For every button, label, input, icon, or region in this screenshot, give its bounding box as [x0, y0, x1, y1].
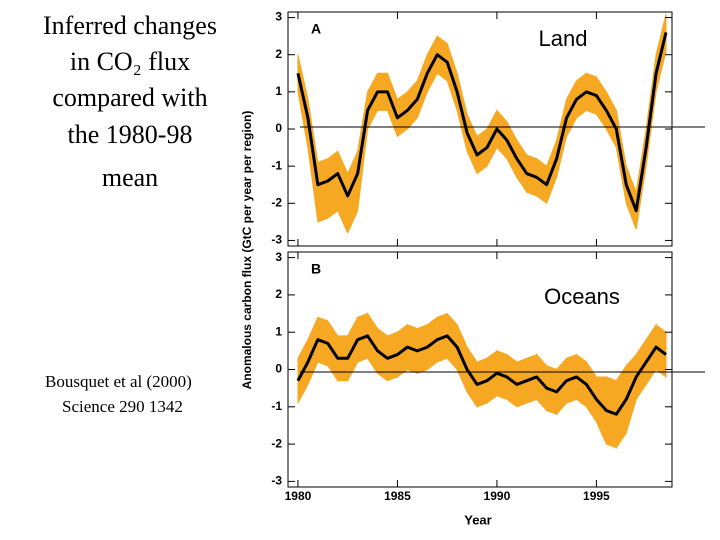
y-axis-label: Anomalous carbon flux (GtC per year per … — [240, 111, 254, 390]
y-tick-label: -3 — [271, 233, 282, 247]
x-tick-label: 1990 — [484, 489, 511, 503]
y-tick-label: 1 — [275, 84, 282, 98]
slide-title: Inferred changes in CO₂ flux compared with… — [43, 11, 217, 192]
y-tick-label: -1 — [271, 158, 282, 172]
y-tick-label: 2 — [275, 47, 282, 61]
citation-line: Science 290 1342 — [62, 397, 183, 416]
flux-line — [296, 334, 667, 416]
y-tick-label: -2 — [271, 195, 282, 209]
panel-title: Land — [539, 26, 588, 51]
y-tick-label: 3 — [275, 10, 282, 24]
x-tick-label: 1980 — [285, 489, 312, 503]
title-line: mean — [102, 163, 158, 192]
y-tick-label: 1 — [275, 324, 282, 338]
panel-label: A — [311, 21, 321, 37]
chart: -3 -2 -1 0 1 2 3 A Land Anomalous carbon flux (Gt… — [240, 10, 673, 527]
y-tick-label: -1 — [271, 399, 282, 413]
x-tick-label: 1995 — [583, 489, 610, 503]
title-line: compared with — [52, 83, 207, 112]
y-tick-label: -2 — [271, 436, 282, 450]
flux-line — [296, 32, 668, 213]
y-tick-label: 2 — [275, 287, 282, 301]
panel-title: Oceans — [544, 284, 620, 309]
y-tick-label: -3 — [271, 474, 282, 488]
y-tick-label: 0 — [275, 121, 282, 135]
citation-line: Bousquet et al (2000) — [45, 372, 192, 391]
y-tick-label: 3 — [275, 250, 282, 264]
citation: Bousquet et al (2000) Science 290 1342 — [45, 372, 192, 416]
title-line: in CO₂ flux — [70, 47, 190, 76]
uncertainty-band — [327, 150, 339, 220]
x-tick-label: 1985 — [384, 489, 411, 503]
uncertainty-band — [317, 157, 329, 223]
title-line: Inferred changes — [43, 11, 217, 40]
x-axis-label: Year — [464, 512, 491, 527]
panel-label: B — [311, 261, 321, 277]
y-tick-label: 0 — [275, 362, 282, 376]
title-line: the 1980-98 — [68, 120, 193, 149]
